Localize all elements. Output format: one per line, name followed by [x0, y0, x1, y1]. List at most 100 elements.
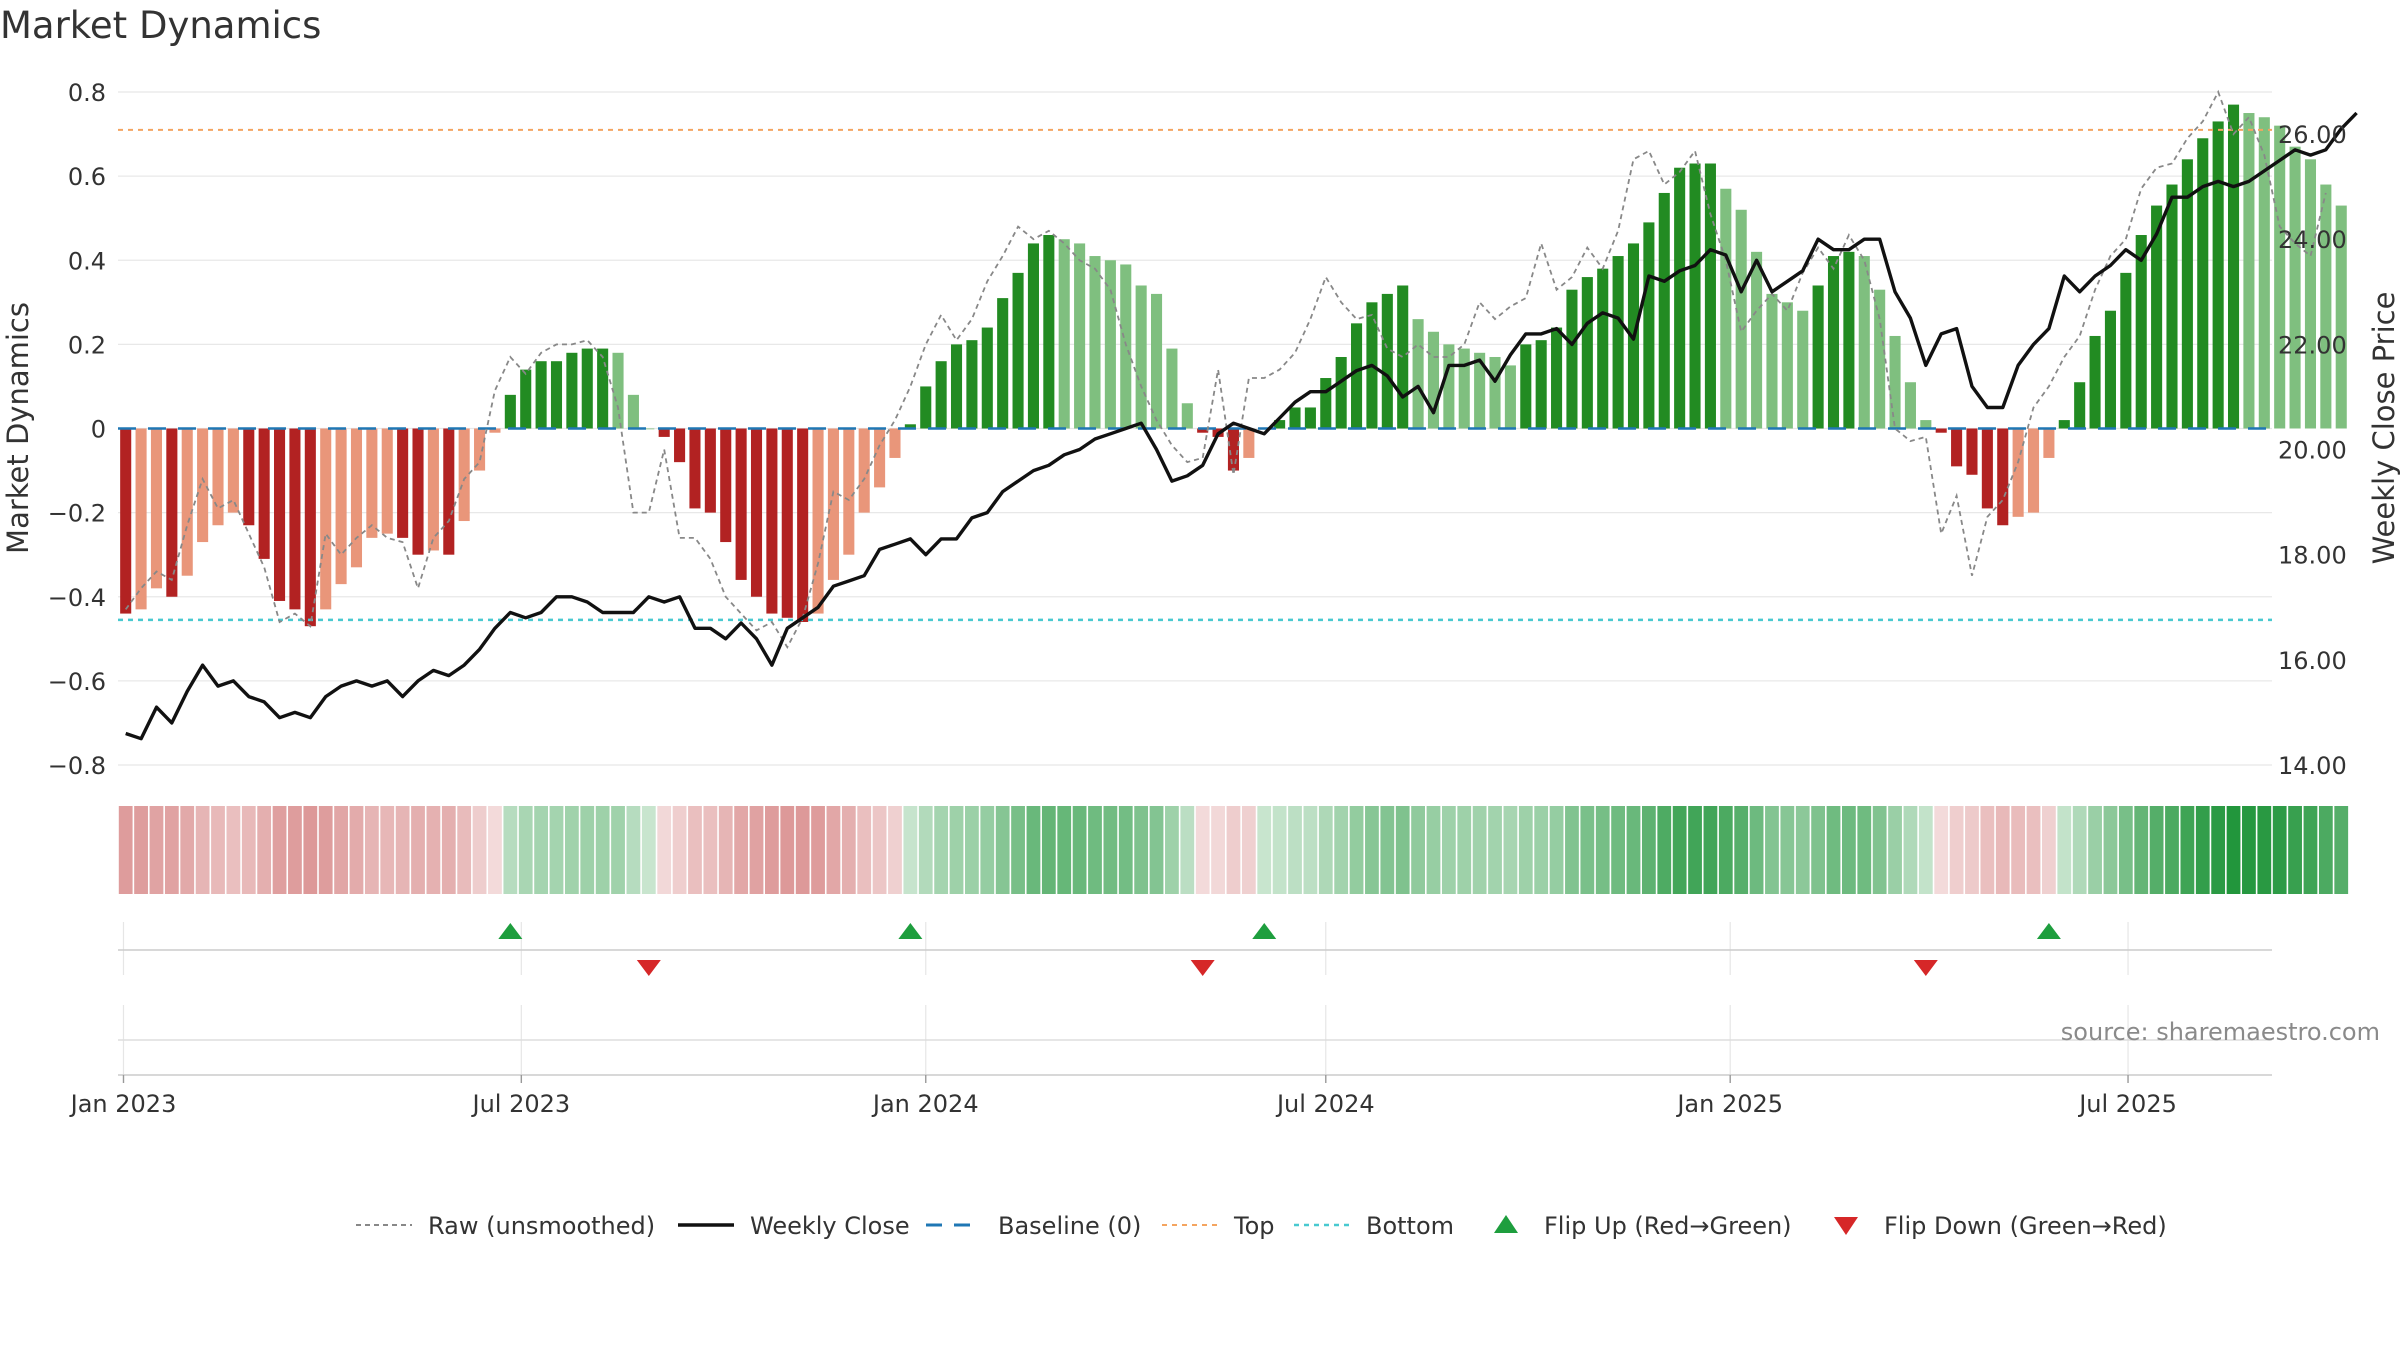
- regime-cell: [1334, 806, 1349, 894]
- regime-cell: [395, 806, 410, 894]
- dynamics-bar: [2012, 428, 2024, 517]
- dynamics-bar: [812, 428, 824, 614]
- chart-title: Market Dynamics: [0, 4, 322, 47]
- regime-cell: [2057, 806, 2072, 894]
- dynamics-bar: [1304, 407, 1316, 429]
- dynamics-bar: [1766, 293, 1778, 429]
- dynamics-bar: [1381, 293, 1393, 429]
- dynamics-bar: [1335, 356, 1347, 429]
- regime-cell: [934, 806, 949, 894]
- regime-cell: [641, 806, 656, 894]
- regime-cell: [1457, 806, 1472, 894]
- dynamics-bar: [1427, 331, 1440, 429]
- legend: Raw (unsmoothed) Weekly Close Baseline (0)…: [356, 1212, 2167, 1240]
- regime-cell: [626, 806, 641, 894]
- regime-cell: [688, 806, 702, 894]
- left-tick-label: −0.4: [48, 584, 106, 612]
- dynamics-bar: [827, 428, 839, 580]
- regime-cell: [211, 806, 225, 894]
- regime-cell: [1118, 806, 1133, 894]
- regime-cell: [1811, 806, 1826, 894]
- dynamics-bar: [2212, 121, 2224, 429]
- legend-label: Flip Down (Green→Red): [1884, 1212, 2167, 1240]
- weekly-close-line: [125, 111, 2358, 741]
- regime-cell: [1949, 806, 1964, 894]
- regime-cell: [780, 806, 795, 894]
- left-tick-label: −0.8: [48, 752, 106, 780]
- regime-cell: [595, 806, 610, 894]
- regime-cell: [2149, 806, 2164, 894]
- regime-cell: [2303, 806, 2318, 894]
- regime-cell: [1195, 806, 1210, 894]
- regime-cell: [2211, 806, 2226, 894]
- dynamics-bar: [1858, 256, 1870, 429]
- dynamics-bar: [1812, 285, 1824, 429]
- legend-label: Flip Up (Red→Green): [1544, 1212, 1792, 1240]
- regime-cell: [1657, 806, 1672, 894]
- dynamics-bar: [966, 340, 978, 429]
- right-tick-label: 18.00: [2278, 542, 2347, 570]
- regime-cell: [1503, 806, 1518, 894]
- dynamics-bar: [1520, 344, 1532, 429]
- empty-bottom-panel: [118, 1005, 2272, 1076]
- regime-cell: [2042, 806, 2056, 894]
- raw-unsmoothed-line: [124, 89, 2327, 650]
- regime-cell: [2103, 806, 2118, 894]
- dynamics-bar: [920, 386, 932, 429]
- regime-cell: [241, 806, 256, 894]
- dynamics-bar: [1243, 428, 1255, 458]
- dynamics-bar: [2043, 428, 2055, 458]
- regime-cell: [611, 806, 625, 894]
- regime-cell: [2072, 806, 2087, 894]
- regime-cell: [1211, 806, 1225, 894]
- dynamics-bar: [1904, 382, 1916, 429]
- regime-cell: [2088, 806, 2102, 894]
- legend-label: Top: [1233, 1212, 1275, 1240]
- dynamics-bar: [766, 428, 778, 614]
- dynamics-bar: [1951, 428, 1963, 467]
- regime-cell: [149, 806, 164, 894]
- dynamics-bar: [1458, 348, 1470, 429]
- dynamics-bar: [1181, 403, 1193, 429]
- dynamics-bar: [1535, 340, 1547, 429]
- regime-cell: [488, 806, 502, 894]
- dynamics-bar: [997, 298, 1009, 429]
- regime-cell: [1472, 806, 1487, 894]
- dynamics-bar: [1274, 420, 1286, 429]
- regime-cell: [1718, 806, 1733, 894]
- dynamics-bar: [1920, 420, 1932, 429]
- dynamics-bar: [489, 428, 501, 433]
- x-tick-label: Jan 2024: [871, 1090, 979, 1118]
- regime-cell: [2272, 806, 2287, 894]
- dynamics-bar: [458, 428, 470, 522]
- left-y-axis-label: Market Dynamics: [1, 302, 35, 554]
- dynamics-bar: [2274, 125, 2286, 429]
- regime-cell: [1765, 806, 1779, 894]
- right-y-axis-label: Weekly Close Price: [2367, 292, 2400, 565]
- regime-cell: [1580, 806, 1595, 894]
- x-tick-label: Jan 2025: [1675, 1090, 1783, 1118]
- dynamics-bar: [1150, 293, 1163, 429]
- regime-cell: [334, 806, 348, 894]
- regime-cell: [980, 806, 995, 894]
- regime-cell: [1641, 806, 1656, 894]
- right-tick-label: 24.00: [2278, 226, 2347, 254]
- regime-cell: [1672, 806, 1687, 894]
- dynamics-bar: [2320, 184, 2332, 429]
- regime-cell: [1380, 806, 1395, 894]
- right-tick-label: 16.00: [2278, 647, 2347, 675]
- dynamics-bar: [1981, 428, 1993, 509]
- regime-cell: [1934, 806, 1949, 894]
- regime-cell: [303, 806, 318, 894]
- regime-cell: [1011, 806, 1025, 894]
- dynamics-bar: [1674, 167, 1686, 429]
- dynamics-bar: [2181, 159, 2193, 429]
- regime-cell: [2226, 806, 2241, 894]
- regime-cell: [2118, 806, 2133, 894]
- dynamics-bar: [2335, 205, 2347, 429]
- regime-cell: [549, 806, 564, 894]
- x-tick-label: Jul 2025: [2077, 1090, 2177, 1118]
- dynamics-bar: [1089, 256, 1101, 429]
- dynamics-bar: [750, 428, 763, 597]
- regime-cell: [226, 806, 241, 894]
